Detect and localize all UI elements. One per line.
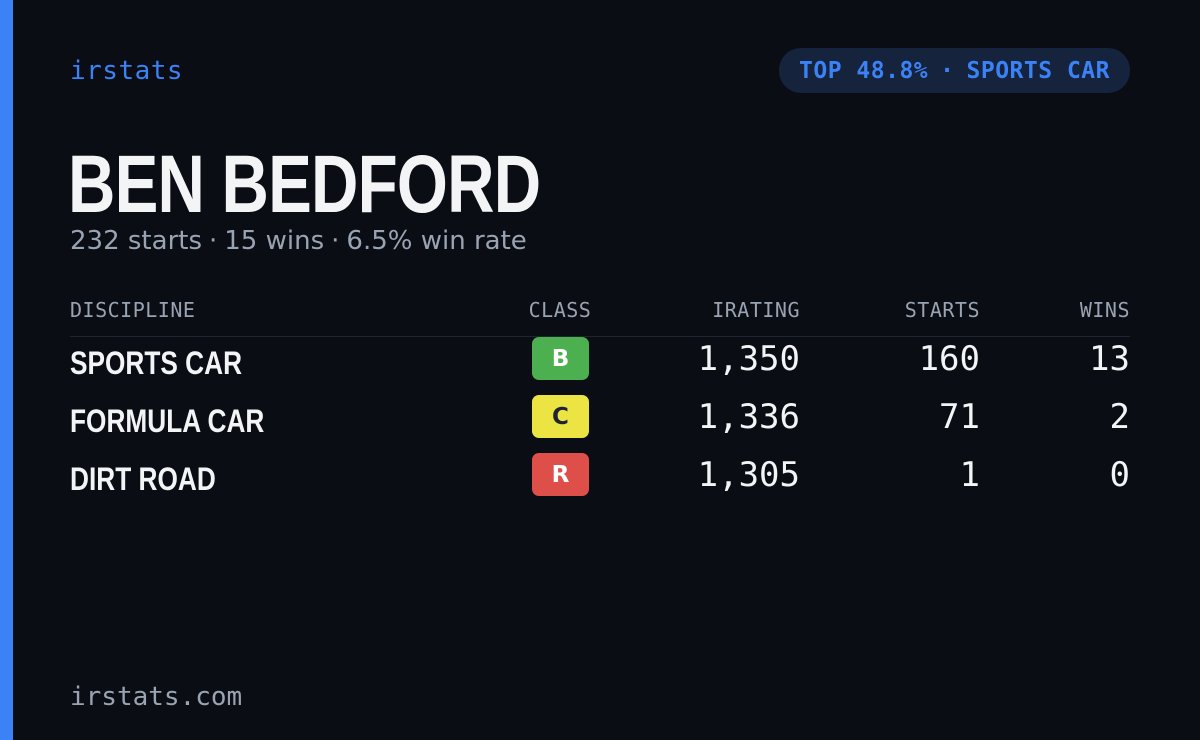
header-starts: STARTS [904, 298, 980, 322]
row-wins: 2 [1109, 397, 1130, 437]
summary-starts: 232 starts [70, 226, 202, 256]
rank-badge: TOP 48.8% · SPORTS CAR [779, 48, 1130, 93]
row-irating: 1,305 [697, 455, 800, 495]
summary-wins: 15 wins [224, 226, 325, 256]
table-row: DIRT ROAD R 1,305 1 0 [70, 453, 1130, 511]
summary-win-rate: 6.5% win rate [346, 226, 527, 256]
license-class-badge: B [532, 337, 589, 380]
accent-bar [0, 0, 13, 740]
row-irating: 1,350 [697, 339, 800, 379]
row-starts: 160 [918, 339, 980, 379]
header-discipline: DISCIPLINE [70, 298, 196, 322]
rank-percentile: TOP 48.8% [799, 57, 929, 84]
row-discipline: FORMULA CAR [70, 403, 265, 439]
discipline-table: DISCIPLINE CLASS IRATING STARTS WINS SPO… [70, 298, 1130, 511]
rank-discipline: SPORTS CAR [966, 57, 1110, 84]
row-wins: 0 [1109, 455, 1130, 495]
row-irating: 1,336 [697, 397, 800, 437]
row-starts: 1 [959, 455, 980, 495]
row-discipline: DIRT ROAD [70, 461, 216, 497]
row-wins: 13 [1089, 339, 1130, 379]
driver-summary: 232 starts · 15 wins · 6.5% win rate [70, 226, 527, 256]
row-starts: 71 [939, 397, 980, 437]
summary-separator: · [209, 226, 218, 256]
rank-separator: · [940, 57, 955, 84]
driver-name: BEN BEDFORD [68, 139, 541, 230]
license-class-badge: C [532, 395, 589, 438]
row-discipline: SPORTS CAR [70, 345, 243, 381]
header-wins: WINS [1079, 298, 1130, 322]
license-class-badge: R [532, 453, 589, 496]
summary-separator: · [331, 226, 340, 256]
table-row: FORMULA CAR C 1,336 71 2 [70, 395, 1130, 453]
header-irating: IRATING [712, 298, 800, 322]
header-class: CLASS [528, 298, 592, 322]
brand-logo[interactable]: irstats [70, 56, 184, 86]
table-header: DISCIPLINE CLASS IRATING STARTS WINS [70, 298, 1130, 337]
footer-url[interactable]: irstats.com [70, 682, 243, 712]
table-row: SPORTS CAR B 1,350 160 13 [70, 337, 1130, 395]
